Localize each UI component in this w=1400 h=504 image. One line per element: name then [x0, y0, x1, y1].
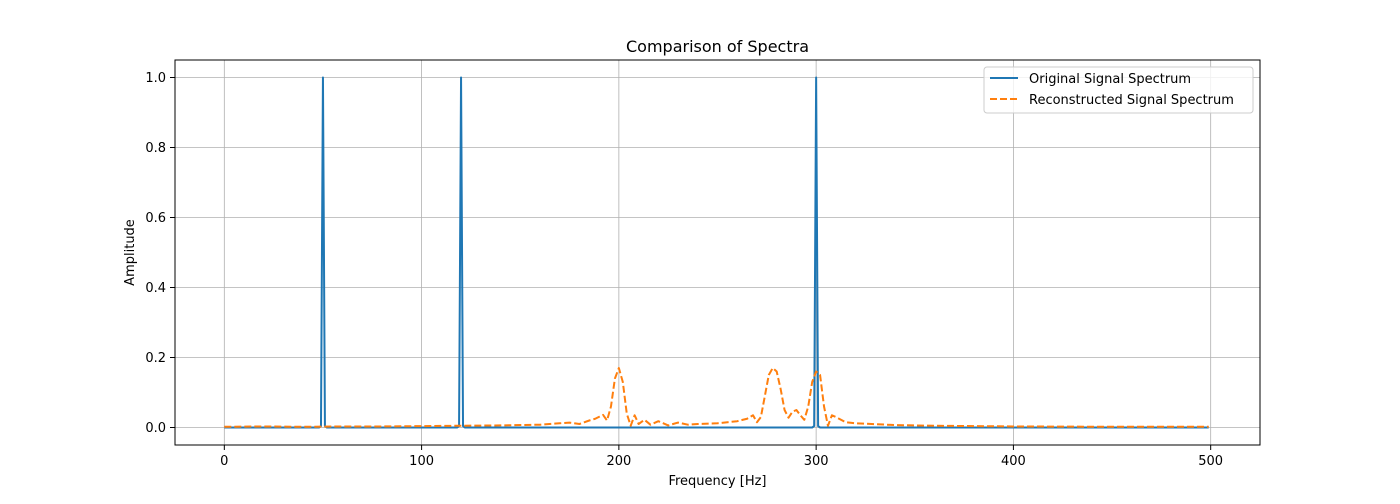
x-tick-label: 200 [606, 454, 631, 469]
x-tick-label: 0 [220, 454, 228, 469]
y-tick-label: 0.0 [145, 421, 166, 436]
y-tick-label: 0.8 [145, 141, 166, 156]
y-axis-label: Amplitude [123, 219, 138, 286]
x-tick-label: 400 [1001, 454, 1026, 469]
y-tick-label: 0.2 [145, 351, 166, 366]
x-tick-label: 100 [409, 454, 434, 469]
x-tick-label: 300 [804, 454, 829, 469]
series-line-reconstructed [224, 367, 1209, 428]
chart-title: Comparison of Spectra [626, 37, 809, 56]
x-axis-label: Frequency [Hz] [668, 474, 766, 489]
legend-box [983, 66, 1254, 114]
x-tick-label: 500 [1198, 454, 1223, 469]
axes-frame [174, 59, 1261, 446]
y-tick-label: 0.6 [145, 211, 166, 226]
y-tick-label: 0.4 [145, 281, 166, 296]
legend-label-reconstructed: Reconstructed Signal Spectrum [1029, 93, 1234, 108]
axis-ticks: 0 100 200 300 400 500 0.0 0.2 0.4 0.6 0.8 1.0 [145, 71, 1223, 469]
y-tick-label: 1.0 [145, 71, 166, 86]
series-line-original [224, 76, 1209, 429]
chart-legend: Original Signal Spectrum Reconstructed S… [983, 66, 1254, 114]
series-lines [224, 76, 1209, 429]
legend-label-original: Original Signal Spectrum [1029, 72, 1191, 87]
